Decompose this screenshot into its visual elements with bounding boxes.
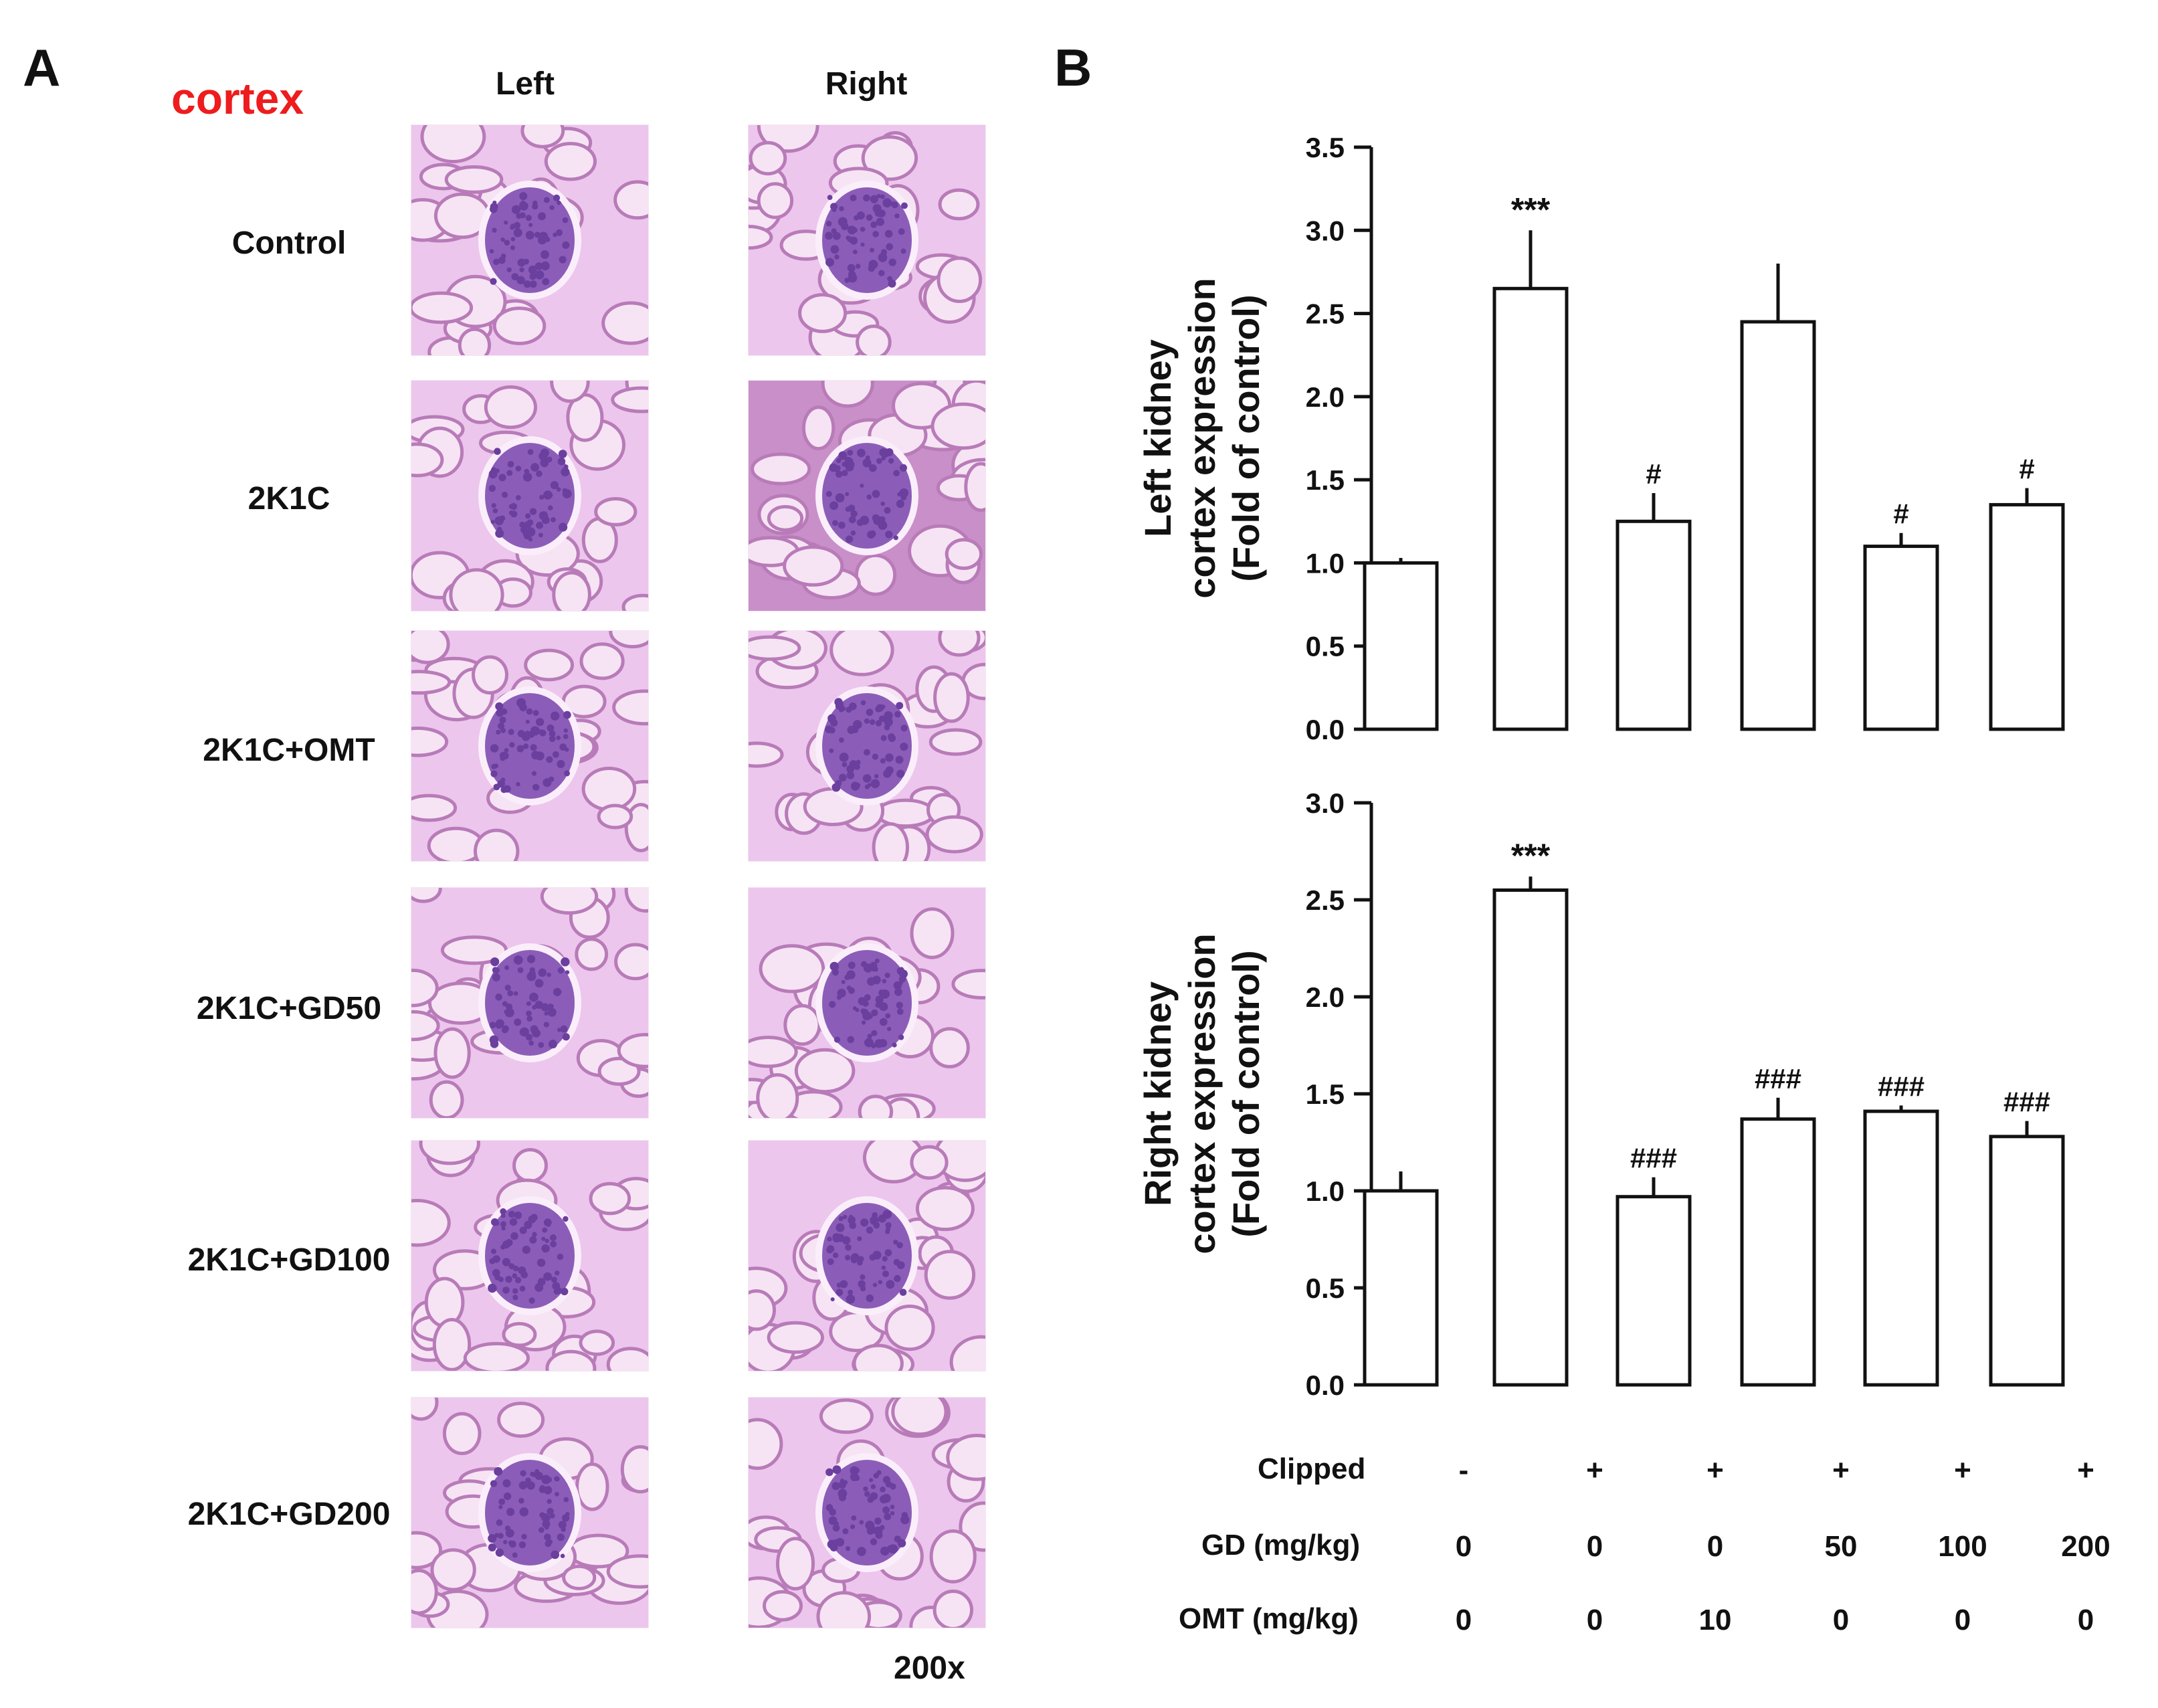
y-tick-label: 0.5	[1306, 631, 1345, 662]
table-cell: 0	[1586, 1530, 1603, 1563]
table-cell: +	[1954, 1454, 1971, 1487]
row-label-2k1c-gd50: 2K1C+GD50	[196, 991, 382, 1026]
significance-label: #	[1893, 498, 1908, 530]
table-cell: 50	[1824, 1530, 1858, 1563]
table-cell: +	[1706, 1454, 1724, 1487]
significance-label: ###	[1630, 1143, 1677, 1174]
histology-image-control-left	[411, 124, 649, 356]
magnification-label: 200x	[894, 1650, 965, 1686]
table-cell: -	[1458, 1454, 1469, 1487]
bar	[1989, 1135, 2065, 1387]
row-label-control: Control	[231, 225, 347, 261]
bar	[1615, 519, 1692, 731]
histology-image-2k1c-right	[748, 380, 986, 611]
table-cell: 10	[1698, 1604, 1732, 1636]
row-label-2k1c: 2K1C	[248, 481, 330, 516]
chart-right-kidney: 0.0 0.5 1.0 1.5 2.0 2.5 3.0 *** ### ### ### ### Righ…	[1137, 787, 2065, 1401]
histology-image-2k1c-omt-left	[411, 630, 649, 862]
histology-image-2k1c-gd100-left	[411, 1140, 649, 1371]
row-label-2k1c-gd100: 2K1C+GD100	[187, 1242, 391, 1278]
table-label-gd: GD (mg/kg)	[1201, 1529, 1361, 1561]
y-tick-label: 2.0	[1306, 981, 1345, 1013]
bar	[1363, 1189, 1439, 1387]
panel-a-letter: A	[23, 38, 61, 97]
table-cell: +	[1586, 1454, 1603, 1487]
y-axis-label-line: (Fold of control)	[1225, 294, 1267, 581]
significance-label: ###	[1878, 1070, 1925, 1102]
y-tick-label: 3.5	[1306, 132, 1345, 163]
significance-label: ###	[1755, 1063, 1801, 1095]
y-tick-label: 2.5	[1306, 298, 1345, 330]
y-tick-label: 1.5	[1306, 1078, 1345, 1110]
y-tick-label: 0.0	[1306, 714, 1345, 745]
histology-image-2k1c-omt-right	[748, 630, 986, 862]
y-axis-label-line: cortex expression	[1181, 278, 1223, 598]
significance-label: #	[2019, 454, 2034, 485]
table-cell: 0	[1455, 1604, 1472, 1636]
row-label-2k1c-gd200: 2K1C+GD200	[187, 1497, 391, 1532]
y-tick-label: 1.0	[1306, 547, 1345, 579]
table-cell: 0	[1455, 1530, 1472, 1563]
table-cell: 200	[2061, 1530, 2111, 1563]
y-tick-label: 2.5	[1306, 884, 1345, 916]
table-label-omt: OMT (mg/kg)	[1179, 1602, 1359, 1635]
histology-image-2k1c-left	[411, 380, 649, 611]
table-label-clipped: Clipped	[1258, 1452, 1366, 1485]
bar	[1492, 888, 1569, 1387]
column-header-left: Left	[496, 66, 555, 102]
significance-label: ***	[1511, 191, 1551, 228]
table-cell: +	[1832, 1454, 1850, 1487]
histology-image-2k1c-gd200-left	[411, 1397, 649, 1628]
y-tick-label: 0.5	[1306, 1272, 1345, 1304]
bar	[1740, 1117, 1816, 1387]
table-cell: 0	[1954, 1604, 1971, 1636]
y-tick-label: 0.0	[1306, 1369, 1345, 1401]
significance-label: ###	[2003, 1086, 2050, 1118]
table-cell: 0	[1832, 1604, 1850, 1636]
bar	[1863, 1109, 1939, 1387]
table-cell: 0	[1706, 1530, 1724, 1563]
bar-charts: 0.00.51.01.52.02.53.03.5***###Left kidne…	[1137, 132, 2065, 1401]
y-tick-label: 1.0	[1306, 1175, 1345, 1207]
panel-b-letter: B	[1054, 38, 1092, 97]
y-axis-label-line: Right kidney	[1137, 981, 1179, 1206]
histology-image-2k1c-gd100-right	[748, 1140, 986, 1371]
row-label-2k1c-omt: 2K1C+OMT	[203, 733, 375, 768]
table-cell: 0	[1586, 1604, 1603, 1636]
significance-label: #	[1646, 458, 1661, 490]
chart-left-kidney: 0.0 0.5 1.0 1.5 2.0 2.5 3.0 3.5 *** # # # Left kidne…	[1137, 132, 2065, 745]
y-axis-label: Right kidneycortex expression(Fold of co…	[1137, 933, 1267, 1254]
y-tick-label: 2.0	[1306, 381, 1345, 413]
histology-image-2k1c-gd50-left	[411, 887, 649, 1119]
bar	[1863, 545, 1939, 731]
y-axis-label: Left kidneycortex expression(Fold of con…	[1137, 278, 1267, 598]
bar	[1989, 502, 2065, 731]
y-tick-label: 3.0	[1306, 215, 1345, 246]
bar	[1492, 286, 1569, 731]
bar	[1615, 1195, 1692, 1387]
y-tick-label: 1.5	[1306, 464, 1345, 496]
bar	[1740, 320, 1816, 731]
y-tick-label: 3.0	[1306, 787, 1345, 819]
table-cell: 0	[2077, 1604, 2094, 1636]
column-header-right: Right	[825, 66, 908, 102]
significance-label: ***	[1511, 837, 1551, 874]
table-cell: 100	[1938, 1530, 1987, 1563]
y-axis-label-line: cortex expression	[1181, 933, 1223, 1254]
histology-image-2k1c-gd200-right	[748, 1397, 986, 1628]
histology-image-2k1c-gd50-right	[748, 887, 986, 1119]
y-axis-label-line: (Fold of control)	[1225, 950, 1267, 1237]
tissue-label: cortex	[171, 74, 304, 123]
bar	[1363, 561, 1439, 731]
table-cell: +	[2077, 1454, 2094, 1487]
y-axis-label-line: Left kidney	[1137, 339, 1179, 537]
histology-image-control-right	[748, 124, 986, 356]
